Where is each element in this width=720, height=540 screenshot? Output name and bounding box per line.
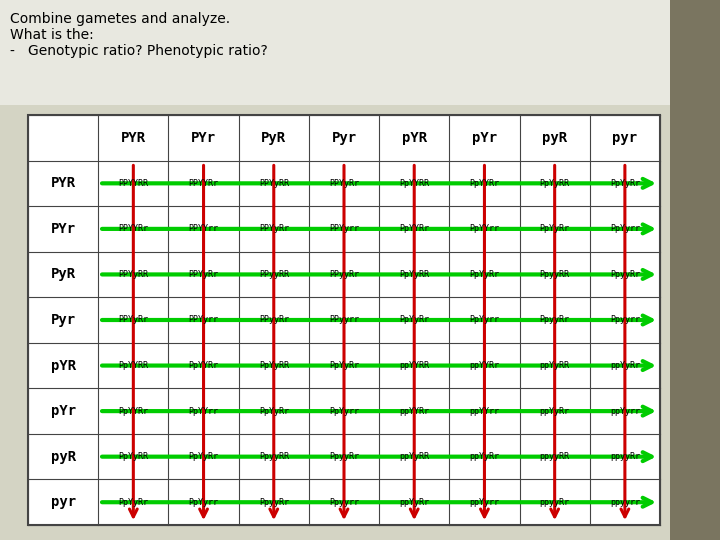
Text: PpYyRr: PpYyRr	[189, 452, 219, 461]
Text: PpYyrr: PpYyrr	[469, 315, 500, 325]
Text: ppYyRr: ppYyRr	[469, 452, 500, 461]
Text: ppYyRr: ppYyRr	[399, 498, 429, 507]
Text: pyR: pyR	[542, 131, 567, 145]
Text: PyR: PyR	[261, 131, 287, 145]
Text: PpyyRr: PpyyRr	[258, 498, 289, 507]
Bar	[670, 0, 720, 540]
Text: pYr: pYr	[472, 131, 497, 145]
Text: PPyyRr: PPyyRr	[258, 315, 289, 325]
Text: PpYyRR: PpYyRR	[118, 452, 148, 461]
Text: PYr: PYr	[50, 222, 76, 236]
Text: Combine gametes and analyze.: Combine gametes and analyze.	[10, 12, 230, 26]
Text: -   Genotypic ratio? Phenotypic ratio?: - Genotypic ratio? Phenotypic ratio?	[10, 44, 268, 58]
Bar	[28, 115, 660, 525]
Text: ppYYRr: ppYYRr	[399, 407, 429, 416]
Text: ppyyRR: ppyyRR	[540, 452, 570, 461]
Text: ppYyRr: ppYyRr	[540, 407, 570, 416]
Text: PpyyRR: PpyyRR	[540, 270, 570, 279]
Text: pYr: pYr	[50, 404, 76, 418]
Text: PPYyRR: PPYyRR	[118, 270, 148, 279]
Text: PYr: PYr	[191, 131, 216, 145]
Text: PpYYRr: PpYYRr	[469, 179, 500, 188]
Text: PPYYrr: PPYYrr	[189, 225, 219, 233]
Text: PPYyrr: PPYyrr	[189, 315, 219, 325]
Text: Pyr: Pyr	[50, 313, 76, 327]
Text: PPyyRr: PPyyRr	[329, 270, 359, 279]
Text: ppYYRR: ppYYRR	[399, 361, 429, 370]
Text: pYR: pYR	[402, 131, 427, 145]
Text: PYR: PYR	[50, 177, 76, 190]
Text: What is the:: What is the:	[10, 28, 94, 42]
Text: PPYYRr: PPYYRr	[118, 225, 148, 233]
Text: PpYyRR: PpYyRR	[258, 361, 289, 370]
Text: ppyyRr: ppyyRr	[540, 498, 570, 507]
Text: PpYyRr: PpYyRr	[469, 270, 500, 279]
Text: pyr: pyr	[50, 495, 76, 509]
Text: PpYYRr: PpYYRr	[399, 225, 429, 233]
Text: PPYYRr: PPYYRr	[189, 179, 219, 188]
Text: ppYyrr: ppYyrr	[469, 498, 500, 507]
Text: ppyyrr: ppyyrr	[610, 498, 640, 507]
Text: ppYyRR: ppYyRR	[540, 361, 570, 370]
Text: PPyyrr: PPyyrr	[329, 315, 359, 325]
Text: PpYyRR: PpYyRR	[399, 270, 429, 279]
Text: PpYyrr: PpYyrr	[329, 407, 359, 416]
Text: PpYYRr: PpYYRr	[118, 407, 148, 416]
Text: PPYyrr: PPYyrr	[329, 225, 359, 233]
Text: PPYyRr: PPYyRr	[329, 179, 359, 188]
Text: ppYyrr: ppYyrr	[610, 407, 640, 416]
Text: ppYYrr: ppYYrr	[469, 407, 500, 416]
Text: PpYyRr: PpYyRr	[258, 407, 289, 416]
Text: PpYYRr: PpYYRr	[189, 361, 219, 370]
Text: PPYyRr: PPYyRr	[118, 315, 148, 325]
Text: PpYyRr: PpYyRr	[610, 179, 640, 188]
Text: ppYYRr: ppYYRr	[469, 361, 500, 370]
Text: pYR: pYR	[50, 359, 76, 373]
Text: PPYyRR: PPYyRR	[258, 179, 289, 188]
Text: PpyyRr: PpyyRr	[540, 315, 570, 325]
Text: PpYyrr: PpYyrr	[610, 225, 640, 233]
Text: ppYyRr: ppYyRr	[610, 361, 640, 370]
Text: PPYyRr: PPYyRr	[189, 270, 219, 279]
Text: pyR: pyR	[50, 450, 76, 464]
Text: Ppyyrr: Ppyyrr	[329, 498, 359, 507]
Text: pyr: pyr	[612, 131, 637, 145]
Text: PpYYrr: PpYYrr	[469, 225, 500, 233]
Text: PpYyRr: PpYyRr	[540, 225, 570, 233]
Text: PpYyRr: PpYyRr	[329, 361, 359, 370]
Text: PpYYrr: PpYYrr	[189, 407, 219, 416]
Text: PpyyRr: PpyyRr	[329, 452, 359, 461]
Bar	[0, 0, 670, 105]
Text: ppYyRR: ppYyRR	[399, 452, 429, 461]
Text: Pyr: Pyr	[331, 131, 356, 145]
Text: PpYyRr: PpYyRr	[399, 315, 429, 325]
Text: PPYyRr: PPYyRr	[258, 225, 289, 233]
Text: PYR: PYR	[121, 131, 146, 145]
Text: ppyyRr: ppyyRr	[610, 452, 640, 461]
Text: PpyyRR: PpyyRR	[258, 452, 289, 461]
Text: PpYyrr: PpYyrr	[189, 498, 219, 507]
Text: PpYYRR: PpYYRR	[399, 179, 429, 188]
Text: PpYyRr: PpYyRr	[118, 498, 148, 507]
Text: PyR: PyR	[50, 267, 76, 281]
Text: Ppyyrr: Ppyyrr	[610, 315, 640, 325]
Text: PPYYRR: PPYYRR	[118, 179, 148, 188]
Text: PPyyRR: PPyyRR	[258, 270, 289, 279]
Text: PpYyRR: PpYyRR	[540, 179, 570, 188]
Text: PpyyRr: PpyyRr	[610, 270, 640, 279]
Text: PpYYRR: PpYYRR	[118, 361, 148, 370]
